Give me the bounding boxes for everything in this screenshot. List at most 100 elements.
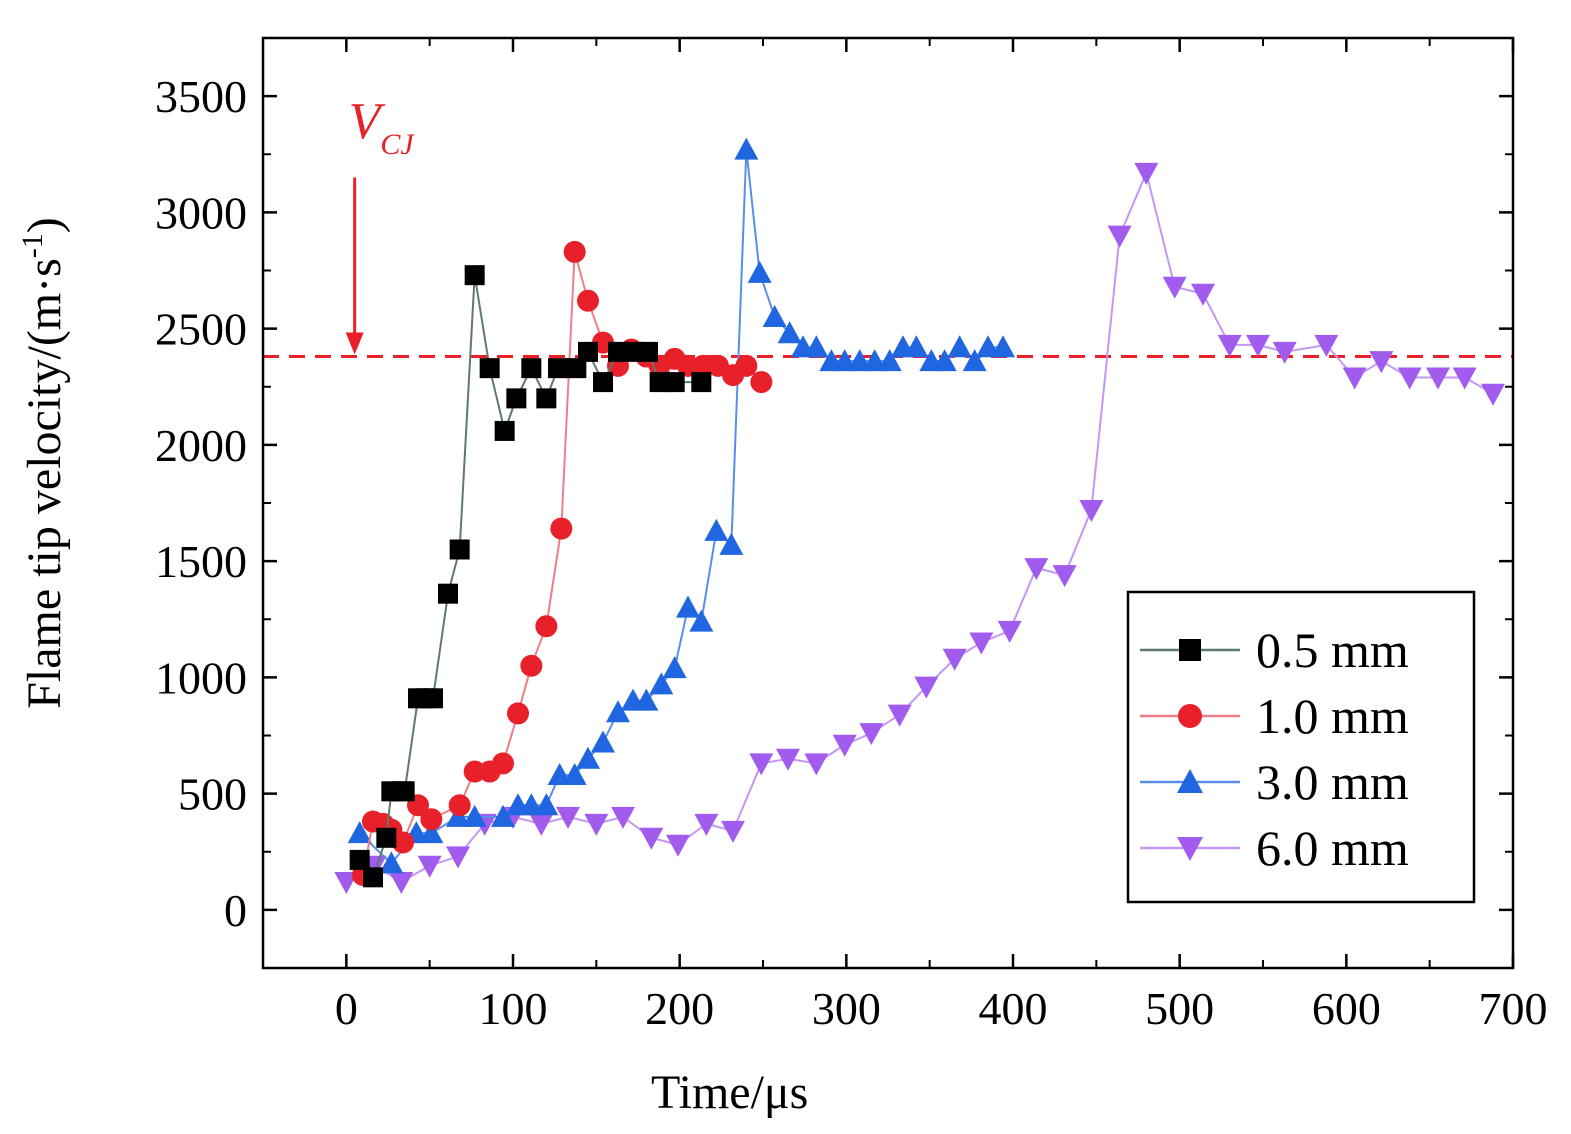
marker-square (1179, 639, 1201, 661)
marker-triangle-up (419, 821, 444, 844)
series-1-0-mm (352, 240, 773, 886)
marker-triangle-up (562, 763, 587, 786)
y-tick-label: 500 (178, 769, 247, 820)
marker-square (593, 372, 613, 393)
marker-triangle-down (1481, 383, 1505, 406)
marker-triangle-up (462, 804, 487, 827)
vcj-label-subscript: CJ (380, 128, 415, 161)
marker-triangle-down (446, 846, 470, 869)
x-tick-label: 500 (1145, 983, 1214, 1034)
marker-square (578, 341, 598, 362)
marker-triangle-down (666, 834, 690, 857)
marker-triangle-up (904, 335, 929, 358)
marker-triangle-down (389, 871, 414, 894)
marker-triangle-down (1177, 837, 1203, 861)
marker-triangle-up (734, 137, 759, 160)
marker-circle (507, 702, 529, 725)
marker-triangle-up (491, 804, 515, 827)
marker-square (638, 341, 658, 362)
marker-triangle-up (649, 672, 674, 695)
marker-triangle-down (804, 753, 829, 776)
marker-circle (550, 517, 573, 540)
marker-triangle-up (1177, 769, 1203, 793)
marker-triangle-down (859, 723, 884, 746)
vcj-label: VCJ (349, 93, 416, 161)
marker-square (691, 372, 712, 393)
marker-circle (492, 752, 514, 775)
marker-circle (535, 615, 558, 638)
marker-triangle-up (932, 349, 957, 372)
marker-triangle-up (347, 821, 372, 844)
legend-label: 6.0 mm (1256, 820, 1409, 876)
marker-triangle-up (762, 305, 787, 327)
y-axis-title: Flame tip velocity/(m·s-1) (16, 217, 71, 709)
legend-entry: 6.0 mm (1140, 820, 1409, 876)
marker-triangle-down (942, 648, 967, 671)
series-3-0-mm (347, 137, 1015, 874)
x-tick-label: 400 (979, 983, 1048, 1034)
marker-triangle-down (639, 827, 664, 850)
marker-triangle-up (777, 321, 802, 344)
marker-triangle-up (947, 335, 972, 358)
y-axis-title-close: ) (18, 217, 71, 233)
marker-triangle-down (1369, 351, 1394, 374)
marker-square (548, 358, 568, 379)
marker-square (494, 420, 515, 441)
marker-triangle-up (576, 746, 600, 769)
marker-circle (520, 654, 543, 677)
legend-entry: 3.0 mm (1140, 754, 1409, 810)
marker-triangle-down (776, 748, 800, 771)
series-0-5-mm (349, 265, 712, 888)
label-layer: Time/μs Flame tip velocity/(m·s-1) VCJ (16, 93, 808, 1119)
marker-triangle-down (914, 676, 939, 699)
marker-triangle-up (804, 335, 829, 358)
marker-triangle-down (721, 820, 745, 843)
marker-circle (735, 354, 758, 377)
marker-square (376, 827, 397, 848)
marker-triangle-down (1052, 565, 1077, 588)
marker-triangle-up (662, 656, 687, 679)
y-tick-label: 1500 (155, 536, 247, 587)
marker-triangle-down (584, 813, 609, 836)
marker-triangle-down (1079, 499, 1104, 522)
marker-triangle-down (556, 806, 580, 829)
marker-square (479, 358, 500, 379)
marker-square (423, 688, 443, 709)
marker-triangle-down (1342, 367, 1367, 390)
marker-triangle-up (689, 609, 714, 632)
marker-circle (1178, 704, 1202, 728)
marker-triangle-up (379, 851, 404, 874)
y-tick-label: 2500 (155, 304, 247, 355)
marker-triangle-down (1134, 162, 1159, 185)
marker-triangle-down (749, 753, 774, 776)
x-tick-label: 0 (335, 983, 358, 1034)
legend-label: 3.0 mm (1256, 754, 1409, 810)
y-tick-label: 1000 (155, 652, 247, 703)
marker-square (566, 358, 587, 379)
marker-circle (750, 371, 773, 394)
x-tick-label: 200 (645, 983, 714, 1034)
x-tick-label: 100 (479, 983, 548, 1034)
legend: 0.5 mm 1.0 mm 3.0 mm 6.0 mm (1126, 590, 1476, 904)
marker-square (394, 781, 415, 802)
marker-triangle-up (591, 730, 615, 753)
marker-circle (448, 794, 471, 817)
marker-square (506, 388, 527, 409)
marker-square (449, 539, 470, 560)
vcj-arrow-head (345, 332, 364, 355)
marker-triangle-up (877, 349, 902, 372)
marker-circle (420, 808, 443, 831)
axis-layer: 0 100 200 300 400 500 600 700 0 500 1000 1500 2000 25… (155, 37, 1548, 1034)
marker-triangle-up (747, 260, 772, 283)
marker-circle (577, 289, 599, 312)
marker-triangle-down (887, 704, 912, 727)
marker-triangle-down (1426, 367, 1450, 390)
marker-triangle-down (694, 813, 719, 836)
marker-triangle-down (1272, 341, 1297, 364)
marker-triangle-down (1452, 367, 1477, 390)
series-layer (334, 137, 1505, 894)
marker-triangle-down (529, 813, 554, 836)
marker-triangle-down (1246, 334, 1270, 357)
marker-triangle-down (1162, 276, 1187, 299)
